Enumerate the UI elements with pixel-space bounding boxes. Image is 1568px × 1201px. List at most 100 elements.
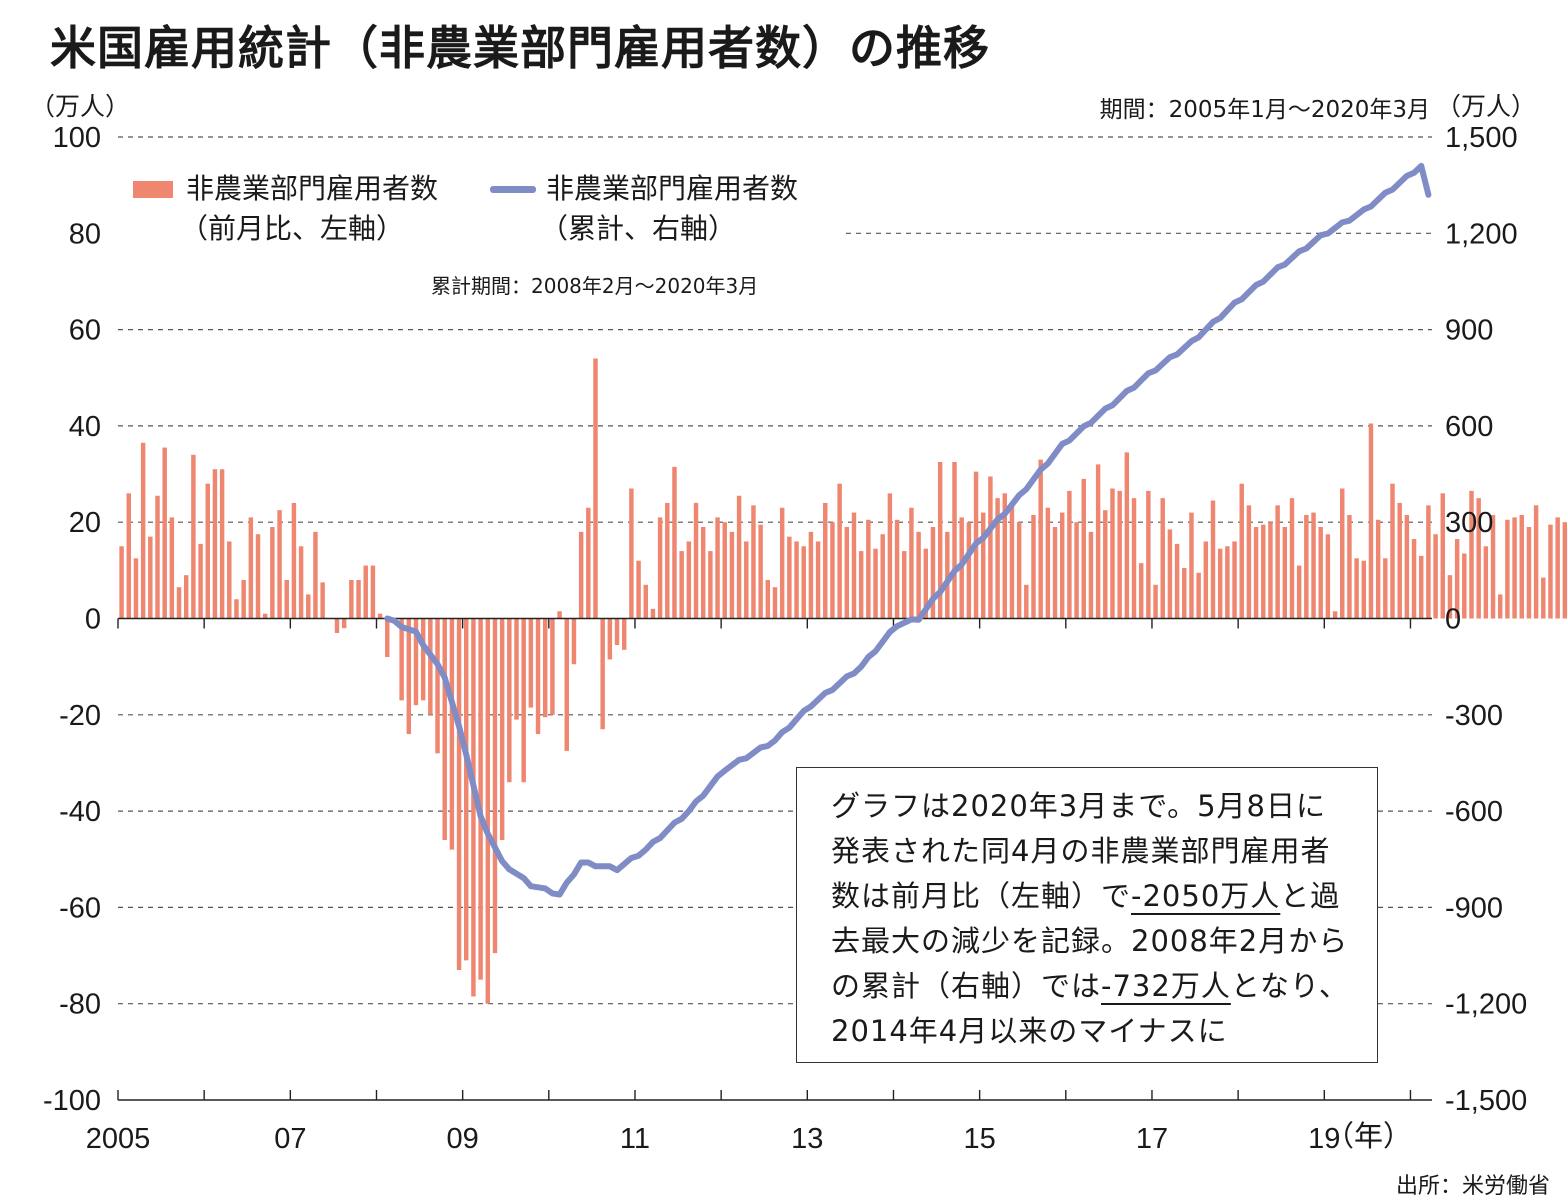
bar [801, 546, 806, 619]
bar [916, 531, 921, 619]
bar [744, 541, 749, 619]
bar [873, 548, 878, 619]
bar [1225, 546, 1230, 619]
bar [291, 502, 297, 619]
bar [1454, 539, 1460, 619]
bar [1361, 560, 1367, 619]
x-tick-label: 2005 [86, 1123, 151, 1155]
bar [988, 476, 993, 619]
annotation-line-4: 去最大の減少を記録。2008年2月から [831, 924, 1349, 958]
bar [693, 502, 699, 619]
y-right-tick-label: -900 [1445, 892, 1503, 924]
bar [1440, 493, 1445, 619]
bar [1390, 483, 1395, 619]
bar [1318, 527, 1323, 619]
bar [858, 551, 864, 619]
bar [284, 579, 289, 619]
bar [1325, 534, 1331, 619]
bar [262, 613, 268, 619]
cumulative-line [384, 162, 1432, 898]
bar [1289, 498, 1295, 619]
x-tick-label: 07 [274, 1123, 306, 1155]
bar [1275, 505, 1280, 619]
y-right-tick-label: -1,500 [1445, 1085, 1527, 1117]
y-left-tick-label: -80 [59, 989, 101, 1021]
bar [1103, 510, 1108, 619]
bar [507, 618, 512, 783]
chart-title: 米国雇用統計（非農業部門雇用者数）の推移 [50, 21, 990, 75]
bar [550, 618, 555, 715]
bar [227, 541, 232, 619]
bar [320, 582, 325, 619]
bar [902, 551, 907, 619]
bar [406, 618, 412, 735]
bar [621, 618, 627, 650]
annotation-line-2: 発表された同4月の非農業部門雇用者 [831, 834, 1331, 868]
y-right-tick-label: 900 [1445, 315, 1493, 347]
bar [1124, 452, 1130, 619]
bar [679, 551, 684, 619]
bar [1375, 519, 1381, 619]
y-right-tick-label: 1,200 [1445, 218, 1518, 250]
bar [356, 579, 361, 619]
bar [1476, 498, 1481, 619]
bar [349, 579, 354, 619]
bar [851, 512, 857, 619]
bar [442, 618, 447, 840]
y-left-tick-label: 20 [69, 507, 101, 539]
bar [1117, 490, 1122, 619]
bar [1174, 543, 1180, 619]
bar [298, 546, 304, 619]
annotation-box: グラフは2020年3月まで。5月8日に 発表された同4月の非農業部門雇用者 数は… [796, 767, 1378, 1063]
right-axis-unit: （万人） [1436, 92, 1537, 121]
bar [543, 618, 548, 718]
bar [248, 517, 254, 619]
bar [629, 488, 634, 619]
annotation-highlight-cumulative: -732万人 [1101, 969, 1231, 1003]
bar [1296, 565, 1302, 619]
bar [277, 510, 282, 619]
bar [205, 483, 210, 619]
bar [715, 517, 720, 619]
bar [1088, 531, 1094, 619]
x-axis-unit: （年） [1325, 1120, 1412, 1153]
bar [241, 579, 246, 619]
bar [1304, 514, 1309, 619]
annotation-line-3: 数は前月比（左軸）で-2050万人と過 [831, 879, 1341, 913]
y-left-tick-label: 60 [69, 315, 101, 347]
bar [1562, 522, 1568, 619]
bar [736, 495, 742, 619]
y-right-tick-label: -300 [1445, 700, 1503, 732]
bar [1469, 490, 1474, 619]
bar [672, 466, 677, 619]
y-right-tick-label: -600 [1445, 796, 1503, 828]
bar [471, 618, 476, 997]
bar [464, 618, 469, 961]
bar [1368, 423, 1374, 619]
bar [600, 618, 605, 730]
bar [966, 522, 972, 619]
legend-bar-swatch [133, 181, 173, 198]
bar [1548, 524, 1553, 619]
bar [399, 618, 404, 701]
bar [1462, 553, 1467, 619]
bar [571, 618, 577, 665]
bar [1246, 505, 1252, 619]
y-left-tick-label: -40 [59, 796, 101, 828]
y-left-tick-label: 40 [69, 411, 101, 443]
y-left-tick-label: 80 [69, 218, 101, 250]
bar [650, 608, 656, 619]
bar [341, 618, 347, 629]
bar [1232, 541, 1237, 619]
y-right-tick-label: 1,500 [1445, 122, 1518, 154]
bar [578, 531, 584, 619]
bar [1555, 517, 1560, 619]
bar [1138, 563, 1144, 619]
bar [528, 618, 534, 708]
bar [607, 618, 613, 660]
bar [1095, 464, 1101, 619]
bar [1433, 534, 1438, 619]
y-right-tick-label: -1,200 [1445, 989, 1527, 1021]
bar [183, 575, 189, 619]
bar [564, 618, 569, 751]
